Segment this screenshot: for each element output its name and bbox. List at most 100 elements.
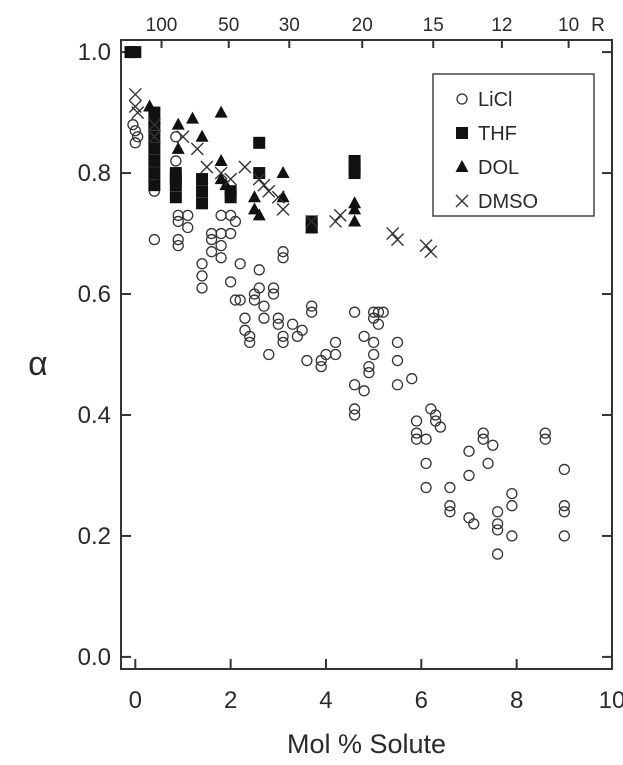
top-tick-label: 15: [423, 15, 444, 36]
point-licl: [215, 209, 227, 222]
point-dmso: [176, 130, 190, 144]
point-licl: [172, 209, 184, 222]
point-licl: [253, 264, 265, 276]
point-licl: [463, 469, 475, 482]
point-licl: [205, 233, 218, 246]
point-licl: [363, 360, 375, 373]
point-licl: [558, 463, 570, 476]
point-dmso: [252, 172, 266, 186]
point-licl: [127, 119, 139, 131]
point-licl: [129, 137, 141, 149]
point-licl: [348, 379, 361, 391]
point-dmso: [276, 202, 290, 216]
point-licl: [491, 548, 504, 560]
point-licl: [539, 427, 551, 439]
x-tick-label: 0: [129, 687, 142, 714]
y-tick-label: 0.8: [78, 160, 111, 187]
point-dol: [247, 190, 261, 203]
point-licl: [558, 506, 570, 518]
point-licl: [329, 348, 342, 361]
x-tick-label: 2: [224, 687, 237, 714]
point-dmso: [390, 233, 404, 247]
point-dol: [186, 111, 200, 124]
point-dmso: [128, 87, 142, 101]
point-licl: [558, 530, 570, 542]
point-licl: [506, 487, 518, 500]
point-licl: [129, 125, 141, 137]
point-licl: [363, 366, 375, 379]
point-licl: [377, 306, 389, 318]
point-licl: [444, 500, 456, 512]
point-licl: [205, 227, 218, 240]
point-licl: [253, 282, 265, 294]
point-licl: [444, 506, 456, 518]
legend-label: LiCl: [478, 89, 512, 111]
point-thf: [253, 136, 266, 149]
point-thf: [456, 127, 468, 139]
point-licl: [368, 348, 380, 361]
x-axis: 0 2 4 6 8 10: [129, 659, 623, 714]
point-thf: [224, 191, 237, 204]
point-licl: [170, 131, 182, 143]
x-tick-label: 4: [319, 687, 332, 714]
point-licl: [306, 306, 318, 318]
point-licl: [468, 518, 480, 530]
y-tick-label: 0.4: [78, 402, 111, 429]
point-licl: [477, 433, 489, 445]
point-dol: [171, 141, 185, 154]
point-dol: [214, 153, 228, 166]
point-licl: [491, 518, 504, 530]
point-licl: [272, 312, 284, 324]
x-tick-label: 10: [599, 687, 623, 714]
point-licl: [482, 457, 494, 470]
x-tick-label: 8: [510, 687, 523, 714]
point-licl: [244, 330, 256, 343]
point-thf: [169, 191, 182, 204]
point-licl: [277, 252, 289, 264]
top-tick-label: 12: [491, 15, 512, 36]
point-licl: [172, 215, 184, 228]
point-thf: [148, 167, 161, 180]
point-licl: [368, 336, 380, 349]
point-licl: [277, 336, 289, 349]
point-licl: [372, 306, 385, 318]
top-axis-r: 100 50 30 20 15 12 10 R: [146, 15, 605, 48]
point-dmso: [424, 245, 438, 259]
point-licl: [506, 530, 518, 542]
point-licl: [234, 294, 246, 306]
point-licl: [224, 276, 237, 288]
point-licl: [286, 318, 299, 330]
point-dol: [214, 105, 228, 118]
point-dmso: [238, 160, 252, 174]
point-licl: [463, 445, 475, 457]
point-dol: [455, 160, 469, 172]
point-thf: [148, 179, 161, 192]
point-licl: [348, 403, 361, 415]
point-licl: [487, 439, 499, 451]
point-thf: [196, 197, 209, 210]
point-thf: [348, 167, 361, 180]
point-licl: [410, 427, 423, 439]
point-licl: [267, 288, 280, 300]
point-licl: [229, 294, 242, 306]
point-licl: [182, 221, 194, 234]
point-licl: [248, 294, 261, 306]
point-licl: [420, 481, 432, 494]
point-licl: [267, 282, 280, 294]
point-dmso: [200, 160, 214, 174]
point-licl: [456, 93, 468, 105]
point-dol: [348, 214, 362, 227]
point-thf: [169, 179, 182, 192]
point-dol: [171, 117, 185, 130]
point-licl: [244, 336, 256, 349]
point-licl: [329, 336, 342, 349]
point-dmso: [386, 227, 400, 241]
y-tick-label: 0.6: [78, 281, 111, 308]
point-licl: [358, 385, 370, 397]
point-licl: [229, 215, 242, 228]
point-dmso: [147, 130, 161, 144]
point-dol: [143, 99, 157, 112]
top-axis-end-label: R: [591, 15, 605, 36]
point-licl: [406, 373, 418, 385]
